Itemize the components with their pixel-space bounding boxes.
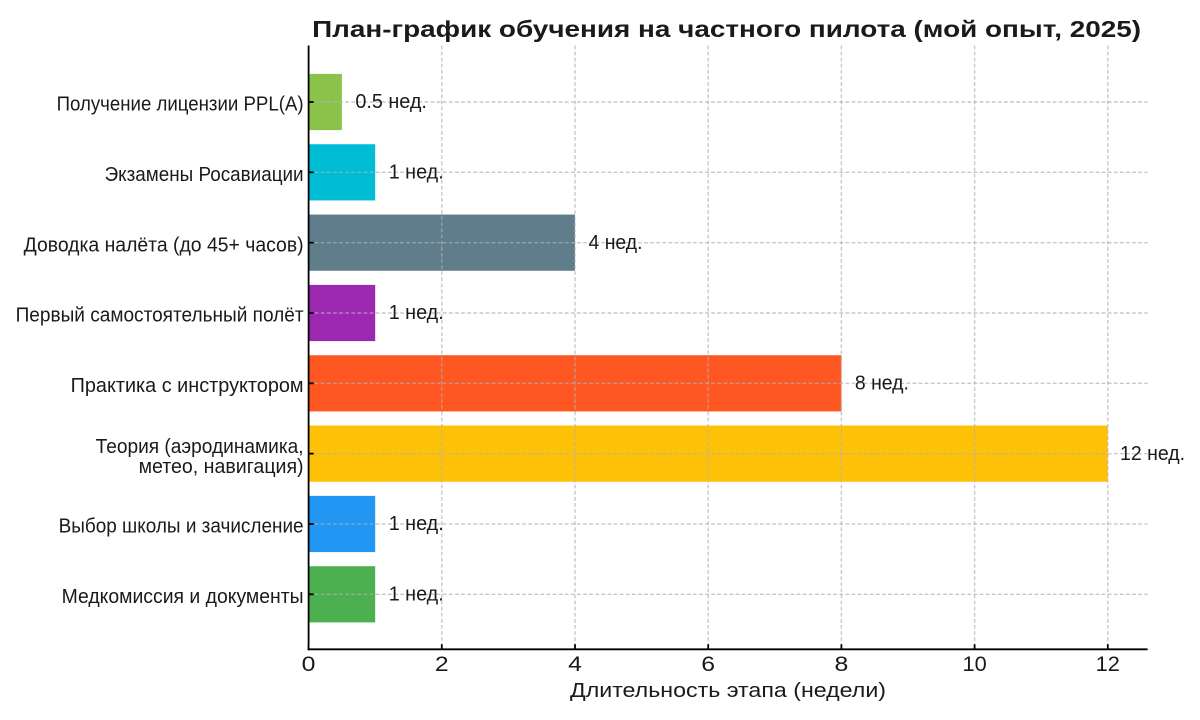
svg-text:Первый самостоятельный полёт: Первый самостоятельный полёт xyxy=(16,305,304,327)
svg-text:1 нед.: 1 нед. xyxy=(389,302,444,324)
svg-text:2: 2 xyxy=(435,652,449,676)
svg-text:Выбор школы и зачисление: Выбор школы и зачисление xyxy=(59,516,304,538)
svg-text:8 нед.: 8 нед. xyxy=(855,373,909,395)
svg-text:1 нед.: 1 нед. xyxy=(389,162,444,184)
svg-text:Практика с инструктором: Практика с инструктором xyxy=(71,375,304,397)
svg-text:0.5 нед.: 0.5 нед. xyxy=(355,91,427,113)
svg-text:Длительность этапа (недели): Длительность этапа (недели) xyxy=(570,679,886,702)
svg-text:Получение лицензии PPL(A): Получение лицензии PPL(A) xyxy=(57,94,304,116)
svg-text:Теория (аэродинамика,: Теория (аэродинамика, xyxy=(96,436,304,458)
svg-text:8: 8 xyxy=(835,652,849,676)
svg-text:12 нед.: 12 нед. xyxy=(1120,443,1185,465)
svg-text:Экзамены Росавиации: Экзамены Росавиации xyxy=(105,164,304,186)
svg-text:10: 10 xyxy=(963,652,987,676)
svg-text:1 нед.: 1 нед. xyxy=(389,513,444,535)
svg-text:План-график обучения на частно: План-график обучения на частного пилота … xyxy=(312,16,1141,42)
svg-text:0: 0 xyxy=(302,652,316,676)
svg-text:Доводка налёта (до 45+ часов): Доводка налёта (до 45+ часов) xyxy=(24,234,304,256)
svg-text:Медкомиссия и документы: Медкомиссия и документы xyxy=(62,586,304,608)
svg-text:метео, навигация): метео, навигация) xyxy=(139,456,304,478)
svg-text:6: 6 xyxy=(701,652,715,676)
svg-text:1 нед.: 1 нед. xyxy=(389,584,444,606)
svg-text:4 нед.: 4 нед. xyxy=(589,232,643,254)
svg-text:4: 4 xyxy=(568,652,582,676)
svg-text:12: 12 xyxy=(1096,652,1120,676)
